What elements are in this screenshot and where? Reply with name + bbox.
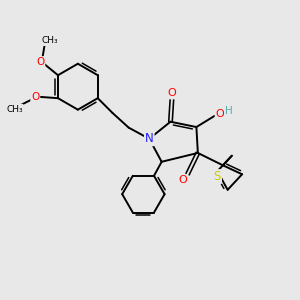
Text: H: H bbox=[225, 106, 233, 116]
Text: N: N bbox=[145, 132, 154, 145]
Text: CH₃: CH₃ bbox=[6, 105, 23, 114]
Text: O: O bbox=[31, 92, 39, 102]
Text: O: O bbox=[168, 88, 176, 98]
Text: CH₃: CH₃ bbox=[42, 36, 58, 45]
Text: O: O bbox=[216, 110, 224, 119]
Text: O: O bbox=[178, 175, 187, 185]
Text: O: O bbox=[36, 57, 44, 67]
Text: S: S bbox=[214, 170, 221, 183]
